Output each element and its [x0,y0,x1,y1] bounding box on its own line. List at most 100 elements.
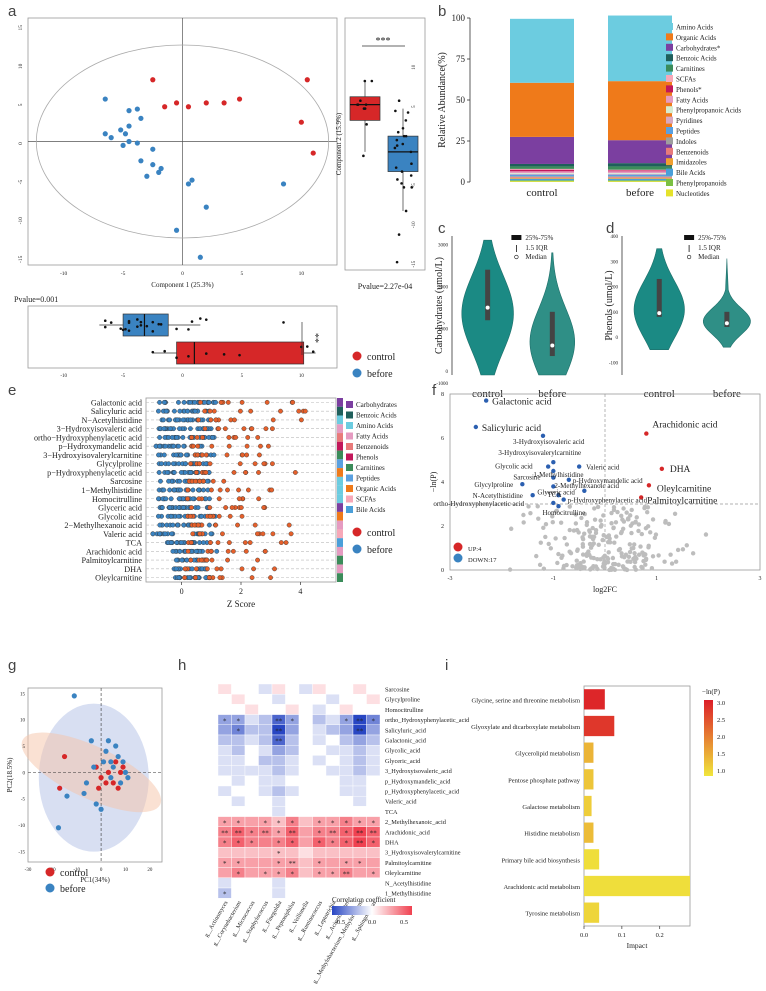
x-axis-label: Impact [627,941,649,950]
heatmap-cell [244,724,259,736]
point-before [157,522,163,528]
point-ns [595,557,600,562]
point-ns [590,525,595,531]
point-ns [582,531,587,536]
point-control [218,399,224,405]
pathway-label: Histidine metabolism [524,831,580,838]
point-ns [627,549,633,555]
heatmap-cell [258,683,273,695]
point-down [556,504,561,509]
significance-star: * [223,819,227,827]
point-control [232,417,237,423]
heatmap-cell [312,714,327,725]
point-label: Salicyluric acid [482,424,542,434]
heatmap-cell [366,857,381,868]
significance-star: ** [356,840,364,848]
point-before [169,531,175,537]
jitter-point [127,329,131,332]
point-before [156,496,161,502]
jitter-point [404,119,408,122]
point-ns [576,530,581,535]
point-ns [632,542,637,547]
x-tick-label: 10 [299,374,305,379]
point-ns [646,545,651,550]
point-control [278,408,283,414]
heatmap-cell [298,765,313,776]
heatmap-cell [352,775,367,787]
x-tick-label: 0 [100,868,103,873]
heatmap-cell [298,724,313,736]
x-tick-label: 20 [147,868,153,873]
heatmap-cell [366,785,381,797]
x-axis-label: Z Score [227,599,255,609]
point-control [203,470,209,475]
class-strip [337,468,343,477]
point-control [255,435,261,440]
significance-star: * [223,717,227,725]
jitter-point [401,126,405,130]
heatmap-cell [366,755,381,766]
point-ns [580,535,585,540]
point-ns [619,513,624,519]
point-label: Valeric acid [586,464,620,472]
jitter-point [397,233,401,236]
heatmap-cell [325,734,340,746]
point-control [207,461,213,467]
point-control [298,417,304,423]
point-ns [564,542,570,547]
heatmap-cell [298,816,313,827]
point-before [173,227,180,233]
point-control [261,461,267,467]
legend-label: Pyridines [676,117,703,125]
jitter-point [397,99,401,102]
point-before [173,557,179,563]
row-label: Valeric_acid [385,799,417,806]
legend-label: Carnitines [676,65,705,73]
row-label: Palmitoylcarnitine [82,556,143,565]
significance-star: * [372,870,376,878]
point-before [177,478,183,484]
class-strip [337,476,343,486]
point-down [561,497,566,502]
point-control [269,426,275,432]
heatmap-cell [258,724,273,736]
heatmap-cell [258,734,273,746]
plot-frame [27,687,163,863]
y-tick-label: 10 [18,63,24,69]
point-ns [642,504,648,509]
y-tick-label: 2 [441,524,444,530]
point-ns [653,532,659,537]
point-ns [643,556,649,562]
point-before [195,505,201,510]
point-ns [673,559,679,564]
point-control [196,417,201,423]
pathway-label: Primary bile acid biosynthesis [501,857,580,864]
jitter-point [400,170,404,173]
point-ns [573,521,579,526]
pvalue-label: Pvalue=2.27e-04 [358,282,413,291]
significance-star: * [372,717,376,725]
point-control [226,435,232,440]
heatmap-cell [285,887,300,899]
point-control [239,513,245,519]
point-before [156,408,161,414]
heatmap-cell [231,785,246,797]
heatmap-cell [325,847,340,858]
point-ns [680,547,686,552]
heatmap-cell [244,785,259,797]
point-before [91,764,97,770]
bar-segment [608,176,672,178]
bar-segment [608,174,672,177]
point-ns [584,553,589,558]
impact-bar [584,689,605,710]
jitter-point [305,345,309,348]
point-control [190,443,196,449]
panel-letter: f [432,382,437,399]
legend-median-label: Median [525,253,547,261]
point-control [244,452,250,458]
point-ns [621,519,627,524]
point-ns [592,517,598,522]
point-ns [595,504,601,510]
point-control [263,426,269,432]
class-strip [337,406,343,416]
